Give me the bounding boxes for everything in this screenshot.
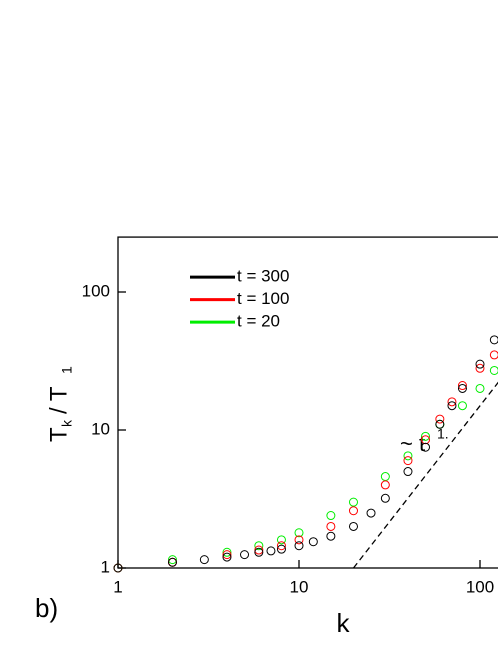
data-point [222,547,232,557]
data-point [489,350,498,360]
data-point [326,531,336,541]
panel-label: b) [35,593,58,623]
data-point [403,451,413,461]
y-tick-label: 100 [82,281,110,300]
data-point [167,555,177,565]
data-point [475,359,485,369]
data-point [457,401,467,411]
data-point [294,541,304,551]
data-point [421,431,431,441]
annotation-exponent: 1. [437,426,449,442]
data-point [380,472,390,482]
data-point [380,480,390,490]
data-point [254,547,264,557]
data-point [276,541,286,551]
x-tick-label: 10 [290,577,309,596]
legend-label: t = 100 [237,289,289,308]
data-point [308,537,318,547]
data-point [489,335,498,345]
data-point [435,414,445,424]
data-point [199,555,209,565]
data-point [380,493,390,503]
data-point [489,365,498,375]
data-point [254,541,264,551]
data-point [348,521,358,531]
y-axis-label: T k / T 1 [45,366,74,442]
data-point [167,557,177,567]
data-point [276,544,286,554]
data-point [447,401,457,411]
guide-line [352,381,498,569]
data-point [113,563,123,573]
data-point [222,552,232,562]
data-point [240,550,250,560]
data-point [457,383,467,393]
data-point [447,397,457,407]
data-point [475,363,485,373]
legend-label: t = 20 [237,312,280,331]
x-tick-label: 100 [466,577,494,596]
data-point [475,383,485,393]
data-point [403,456,413,466]
data-point [254,545,264,555]
data-point [326,511,336,521]
data-point [276,535,286,545]
y-label-part: / T [45,386,72,414]
legend-label: t = 300 [237,267,289,286]
x-tick-label: 1 [113,577,122,596]
data-point [326,521,336,531]
data-point [421,442,431,452]
data-point [266,546,276,556]
data-point [294,535,304,545]
data-point [348,497,358,507]
plot-frame [117,236,498,569]
data-point [457,381,467,391]
y-label-sub: k [59,419,75,427]
data-point [348,506,358,516]
y-tick-label: 1 [101,557,110,576]
annotation: ~ t [400,431,425,456]
data-point [403,467,413,477]
y-tick-label: 10 [91,419,110,438]
data-point [366,508,376,518]
y-label-sub: 1 [59,366,75,374]
y-label-part: T [45,427,72,442]
data-point [435,419,445,429]
data-point [294,528,304,538]
data-point [222,550,232,560]
x-axis-label: k [337,608,351,638]
